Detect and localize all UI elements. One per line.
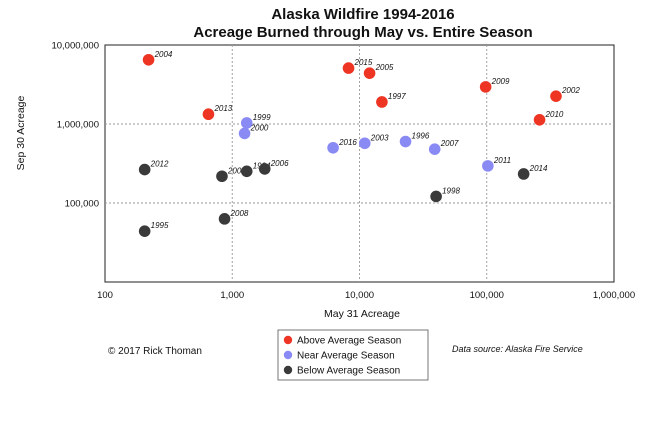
- point-label: 2010: [545, 110, 564, 119]
- y-tick-label: 10,000,000: [51, 41, 99, 52]
- legend-marker: [283, 335, 293, 345]
- point-label: 2004: [154, 50, 173, 59]
- y-axis-title: Sep 30 Acreage: [15, 95, 27, 170]
- data-point: [342, 62, 355, 74]
- point-label: 2011: [493, 156, 511, 165]
- point-label: 2000: [250, 123, 269, 132]
- legend-marker: [283, 350, 293, 360]
- data-source-text: Data source: Alaska Fire Service: [452, 344, 583, 354]
- data-point: [327, 141, 339, 154]
- point-label: 2013: [213, 104, 232, 113]
- data-point: [482, 160, 494, 172]
- x-tick-label: 100: [97, 290, 113, 301]
- data-point: [258, 163, 271, 175]
- y-tick-label: 100,000: [65, 199, 99, 210]
- series-group: 20122001199420062014199820081995: [138, 159, 548, 237]
- x-tick-label: 10,000: [345, 290, 374, 301]
- plot-area: 100 1,000 10,000 100,000 1,000,000 100,000 1,0…: [51, 41, 635, 302]
- point-label: 2008: [230, 209, 249, 218]
- legend-box: [277, 329, 429, 381]
- point-label: 1999: [253, 113, 271, 122]
- legend-marker: [283, 365, 293, 375]
- point-label: 2009: [491, 77, 510, 86]
- data-point: [376, 96, 388, 108]
- point-label: 2007: [440, 139, 459, 148]
- data-point: [430, 190, 442, 203]
- data-point: [428, 143, 441, 155]
- point-label: 2005: [375, 63, 394, 72]
- data-point: [399, 135, 412, 148]
- data-point: [202, 108, 215, 121]
- x-tick-label: 1,000,000: [593, 290, 635, 301]
- legend-entry: Near Average Season: [297, 351, 395, 362]
- data-point: [479, 81, 492, 93]
- data-point: [517, 168, 530, 180]
- y-tick-label: 1,000,000: [57, 120, 99, 131]
- point-label: 2006: [270, 159, 289, 168]
- x-tick-label: 1,000: [220, 290, 244, 301]
- data-point: [533, 114, 546, 126]
- data-point: [240, 165, 253, 178]
- point-label: 1998: [442, 186, 460, 195]
- data-point: [240, 117, 253, 129]
- x-tick-label: 100,000: [470, 290, 504, 301]
- legend-entry: Below Average Season: [297, 366, 400, 377]
- data-point: [138, 225, 151, 237]
- chart-title: Alaska Wildfire 1994-2016: [271, 6, 454, 23]
- point-label: 1996: [412, 132, 430, 141]
- point-label: 2001: [227, 166, 246, 175]
- legend: Above Average Season Near Average Season B…: [277, 329, 429, 381]
- data-point: [218, 213, 231, 225]
- data-point: [216, 170, 228, 183]
- data-point: [358, 137, 371, 150]
- point-label: 2014: [529, 164, 548, 173]
- data-point: [238, 127, 251, 140]
- data-point: [550, 90, 562, 102]
- point-label: 2003: [370, 133, 389, 142]
- point-label: 2015: [354, 58, 373, 67]
- x-axis-title: May 31 Acreage: [324, 308, 400, 320]
- point-label: 1997: [388, 92, 406, 101]
- point-label: 2002: [561, 86, 580, 95]
- data-point: [363, 67, 376, 79]
- data-point: [142, 53, 155, 66]
- point-label: 1995: [151, 221, 169, 230]
- chart-subtitle: Acreage Burned through May vs. Entire Se…: [193, 24, 532, 41]
- credit-text: © 2017 Rick Thoman: [108, 346, 202, 357]
- legend-entry: Above Average Season: [297, 336, 401, 347]
- data-point: [138, 163, 151, 176]
- point-label: 2012: [150, 160, 169, 169]
- point-label: 2016: [338, 138, 357, 147]
